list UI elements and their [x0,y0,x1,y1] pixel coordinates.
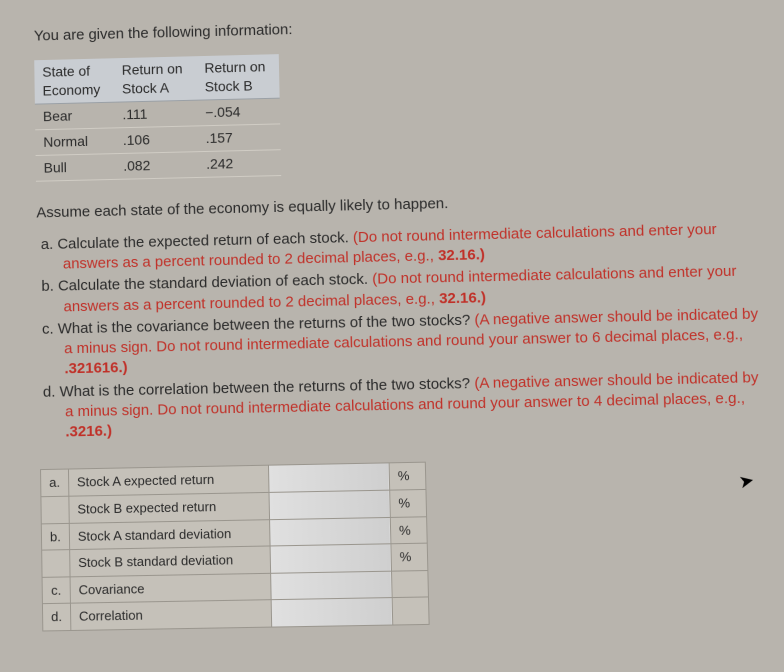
intro-text: You are given the following information: [34,8,756,46]
cell: Normal [35,128,115,156]
cell: .082 [115,151,198,179]
answer-input[interactable] [271,598,393,627]
answer-unit: % [391,543,428,571]
answer-input[interactable] [269,490,390,519]
col-header: Return onStock A [114,56,197,102]
answer-table: a. Stock A expected return % Stock B exp… [40,462,429,631]
answer-desc: Correlation [70,600,271,630]
answer-label: b. [41,523,69,550]
q-text: Calculate the standard deviation of each… [58,271,373,295]
answer-desc: Covariance [70,573,271,603]
q-example: .3216.) [65,423,112,441]
table-row: Bull .082 .242 [36,150,282,181]
answer-input[interactable] [269,517,390,546]
answer-input[interactable] [268,463,389,492]
answer-unit [391,570,428,598]
answer-unit: % [390,489,427,517]
answer-label [42,550,70,577]
col-header: Return onStock B [196,54,280,100]
answer-label: a. [41,469,69,496]
cell: Bear [35,102,115,130]
answer-row: d. Correlation [42,597,429,631]
cell: .111 [114,100,197,128]
answer-label: c. [42,577,70,604]
col-header: State ofEconomy [34,59,114,105]
question-page: You are given the following information:… [0,0,784,672]
assume-text: Assume each state of the economy is equa… [36,187,761,224]
answer-desc: Stock B standard deviation [69,546,270,576]
answer-unit: % [389,463,426,491]
answer-label: d. [42,603,70,630]
q-label: a. [41,236,58,253]
answer-desc: Stock B expected return [69,492,270,523]
answer-label [41,496,69,523]
data-table: State ofEconomy Return onStock A Return … [34,54,281,181]
answer-unit [392,597,429,625]
answer-input[interactable] [270,544,391,573]
q-label: c. [42,320,58,337]
question-d: d. What is the correlation between the r… [43,368,768,444]
question-list: a. Calculate the expected return of each… [37,219,768,444]
q-example: 32.16.) [439,289,486,307]
q-label: d. [43,383,60,400]
q-example: 32.16.) [438,246,485,264]
cell: .242 [198,150,282,178]
cell: .157 [198,124,281,152]
q-label: b. [41,278,58,295]
cell: −.054 [197,98,280,126]
q-example: .321616.) [64,359,127,377]
cell: .106 [115,126,198,154]
answer-desc: Stock A standard deviation [69,519,270,549]
answer-input[interactable] [270,571,391,600]
answer-unit: % [390,516,427,544]
answer-desc: Stock A expected return [68,466,269,497]
cell: Bull [36,153,116,181]
